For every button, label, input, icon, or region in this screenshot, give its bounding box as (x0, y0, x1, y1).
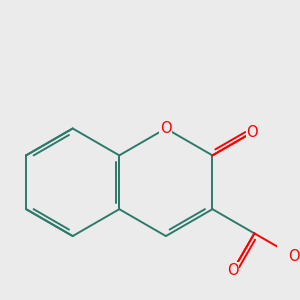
Text: O: O (288, 249, 300, 264)
Text: O: O (160, 121, 172, 136)
Text: O: O (227, 263, 239, 278)
Text: O: O (246, 125, 258, 140)
